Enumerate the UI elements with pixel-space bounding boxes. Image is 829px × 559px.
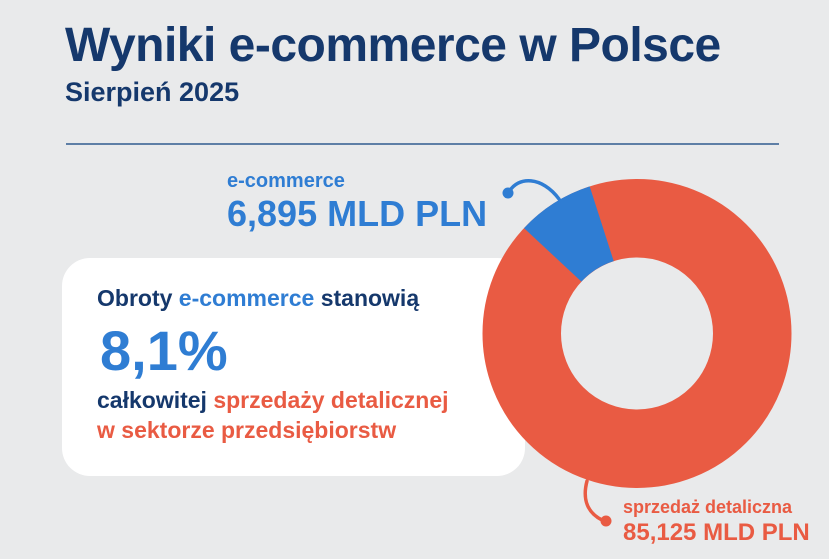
ecommerce-callout-value: 6,895 MLD PLN (227, 193, 488, 234)
summary-line-1-part-3: stanowią (314, 285, 420, 311)
retail-callout: sprzedaż detaliczna 85,125 MLD PLN (623, 498, 810, 545)
retail-connector-line (583, 479, 604, 522)
summary-card: Obroty e-commerce stanowią 8,1% całkowit… (62, 258, 525, 476)
summary-line-1-part-1: Obroty (97, 285, 179, 311)
retail-connector-dot (600, 515, 612, 527)
page-title: Wyniki e-commerce w Polsce (65, 19, 721, 72)
page-subtitle: Sierpień 2025 (65, 77, 240, 107)
ecommerce-callout: e-commerce 6,895 MLD PLN (227, 171, 487, 232)
donut-segment-ecommerce (524, 186, 616, 283)
ecommerce-callout-label: e-commerce (227, 170, 345, 192)
retail-callout-label: sprzedaż detaliczna (623, 497, 793, 517)
header: Wyniki e-commerce w Polsce Sierpień 2025 (65, 22, 721, 106)
retail-callout-value: 85,125 MLD PLN (623, 519, 810, 546)
ecommerce-connector-line (507, 179, 561, 201)
summary-line-1-part-2: e-commerce (178, 285, 315, 311)
summary-line-1: Obroty e-commerce stanowią (97, 284, 525, 314)
divider-line (66, 143, 779, 145)
summary-line-3: w sektorze przedsiębiorstw (97, 416, 397, 443)
summary-line-2-part-2: sprzedaży detalicznej (213, 386, 449, 413)
ecommerce-connector-dot (502, 187, 514, 199)
donut-segment-retail (482, 179, 792, 488)
summary-line-2: całkowitej sprzedaży detalicznej (97, 386, 525, 416)
summary-line-2-part-1: całkowitej (97, 386, 214, 413)
percentage-value: 8,1% (100, 318, 228, 382)
